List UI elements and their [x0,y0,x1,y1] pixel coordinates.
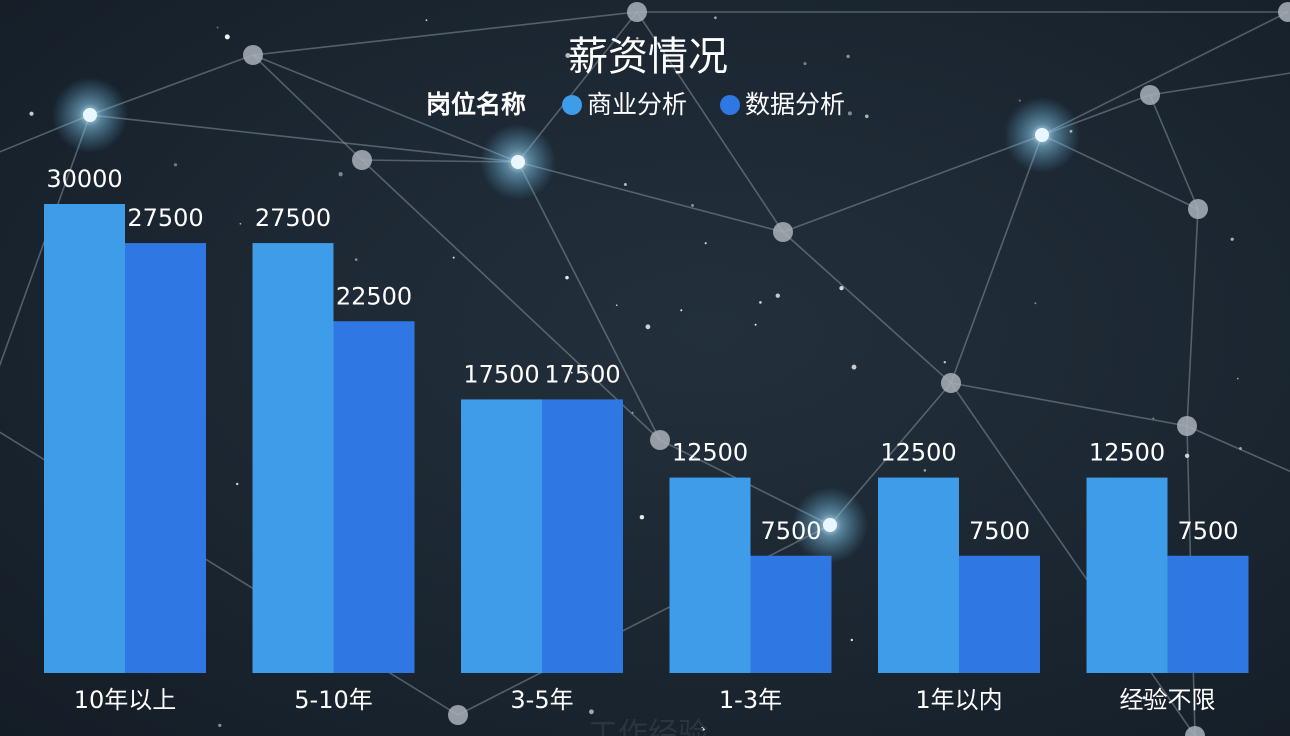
value-label: 27500 [255,204,331,232]
bar-data-1 [333,321,415,673]
bar-data-0 [125,243,206,674]
x-tick-label: 5-10年 [294,686,372,714]
x-axis-title: 工作经验 [588,717,708,736]
bar-data-2 [542,399,623,673]
value-label: 22500 [336,282,412,310]
legend-marker [720,95,740,115]
bar-business-4 [878,477,959,673]
value-label: 17500 [544,360,620,388]
bar-business-3 [669,477,751,673]
x-tick-label: 1年以内 [915,686,1002,714]
value-label: 7500 [760,517,821,545]
x-tick-label: 3-5年 [510,686,573,714]
x-tick-label: 1-3年 [719,686,782,714]
value-label: 12500 [1089,439,1165,467]
x-tick-label: 经验不限 [1120,686,1216,714]
bars-group [44,204,1249,674]
value-label: 12500 [880,439,956,467]
x-axis-ticks: 10年以上 5-10年 3-5年 1-3年 1年以内 经验不限 [74,686,1216,714]
value-label: 17500 [463,360,539,388]
bar-business-1 [252,243,334,674]
value-label: 30000 [46,165,122,193]
legend: 岗位名称 商业分析 数据分析 [426,90,845,119]
legend-marker [562,95,582,115]
value-label: 27500 [127,204,203,232]
value-label: 7500 [1177,517,1238,545]
value-label: 12500 [672,439,748,467]
bar-data-5 [1167,555,1249,673]
legend-label: 数据分析 [745,90,845,119]
bar-business-5 [1086,477,1168,673]
chart-title: 薪资情况 [568,34,728,80]
bar-data-3 [750,555,832,673]
legend-label: 商业分析 [587,90,687,119]
bar-business-2 [461,399,542,673]
value-label: 7500 [969,517,1030,545]
x-tick-label: 10年以上 [74,686,177,714]
bar-data-4 [959,555,1040,673]
bar-business-0 [44,204,125,673]
legend-title: 岗位名称 [426,90,526,119]
